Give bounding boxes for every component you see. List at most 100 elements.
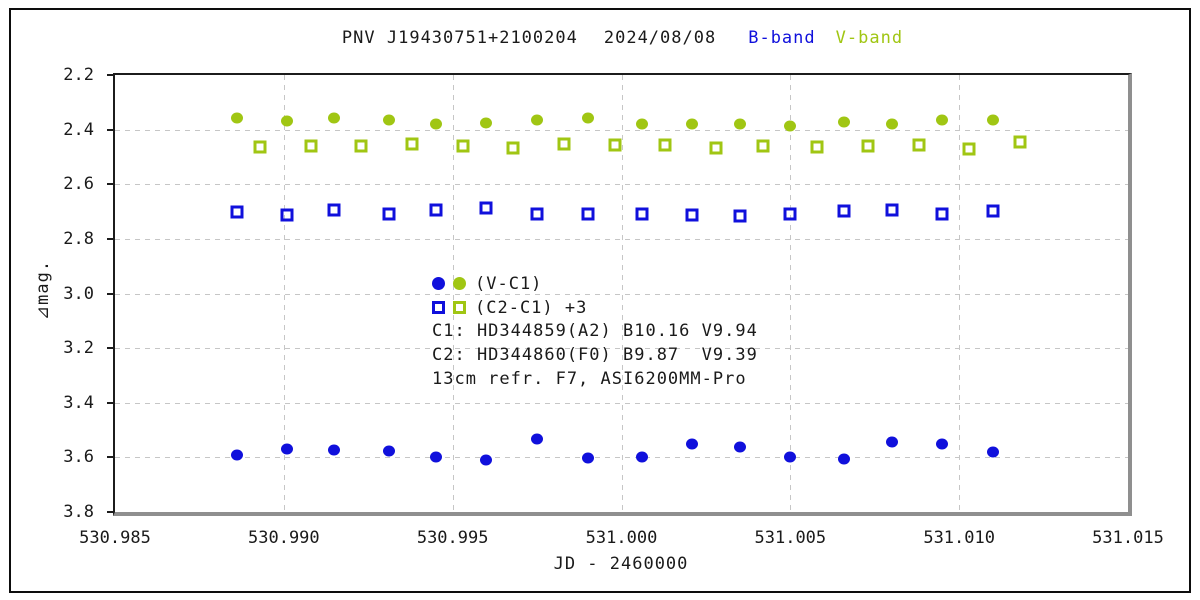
data-point bbox=[480, 117, 493, 129]
data-point bbox=[686, 118, 699, 130]
plot-area bbox=[113, 73, 1132, 516]
data-point bbox=[557, 137, 571, 151]
equipment-info: 13cm refr. F7, ASI6200MM-Pro bbox=[432, 368, 747, 389]
gridline-vertical bbox=[452, 75, 454, 512]
v-band-label: V-band bbox=[835, 28, 904, 48]
y-axis-tick bbox=[107, 401, 114, 404]
data-point bbox=[304, 139, 318, 153]
data-point bbox=[456, 139, 470, 153]
data-point bbox=[861, 139, 875, 153]
data-point bbox=[962, 142, 976, 156]
data-point bbox=[354, 139, 368, 153]
data-point bbox=[1013, 135, 1027, 149]
data-point bbox=[253, 140, 267, 154]
x-tick-label: 531.010 bbox=[923, 528, 995, 548]
data-point bbox=[328, 112, 341, 124]
data-point bbox=[405, 137, 419, 151]
data-point bbox=[281, 115, 294, 127]
y-tick-label: 3.6 bbox=[63, 447, 94, 468]
x-axis-title: JD - 2460000 bbox=[553, 554, 689, 574]
data-point bbox=[784, 451, 797, 463]
data-point bbox=[936, 438, 949, 450]
chart-title: PNV J19430751+2100204 2024/08/08 B-band V-b… bbox=[113, 28, 1132, 48]
x-tick-label: 531.015 bbox=[1092, 528, 1164, 548]
data-point bbox=[986, 204, 1000, 218]
data-point bbox=[935, 207, 949, 221]
y-axis-tick bbox=[107, 183, 114, 186]
legend-label-vc1: (V-C1) bbox=[475, 273, 543, 294]
observation-date: 2024/08/08 bbox=[603, 28, 717, 48]
data-point bbox=[581, 207, 595, 221]
data-point bbox=[784, 120, 797, 132]
data-point bbox=[686, 438, 699, 450]
y-tick-label: 2.8 bbox=[63, 228, 94, 249]
data-point bbox=[912, 138, 926, 152]
data-point bbox=[382, 445, 395, 457]
x-tick-label: 531.005 bbox=[754, 528, 827, 548]
data-point bbox=[838, 116, 851, 128]
comparison-star-1: C1: HD344859(A2) B10.16 V9.94 bbox=[432, 321, 758, 342]
data-point bbox=[230, 449, 243, 461]
figure-border bbox=[9, 8, 1191, 593]
data-point bbox=[635, 451, 648, 463]
data-point bbox=[658, 138, 672, 152]
data-point bbox=[230, 112, 243, 124]
v-band-filled-circle-marker bbox=[453, 277, 466, 291]
legend-row-c2c1: (C2-C1) +3 bbox=[432, 296, 758, 320]
data-point bbox=[429, 203, 443, 217]
y-tick-label: 3.8 bbox=[63, 502, 94, 522]
gridline-vertical bbox=[283, 75, 285, 512]
b-band-label: B-band bbox=[748, 28, 816, 48]
data-point bbox=[783, 207, 797, 221]
data-point bbox=[986, 446, 999, 458]
data-point bbox=[382, 114, 395, 126]
legend-row-vc1: (V-C1) bbox=[432, 272, 758, 296]
b-band-open-square-marker bbox=[432, 301, 445, 315]
data-point bbox=[733, 441, 746, 453]
data-point bbox=[756, 139, 770, 153]
data-point bbox=[382, 207, 395, 221]
data-point bbox=[280, 208, 294, 222]
y-axis-tick bbox=[107, 292, 114, 295]
y-tick-label: 3.0 bbox=[63, 283, 94, 304]
data-point bbox=[530, 207, 544, 221]
y-tick-label: 3.2 bbox=[63, 338, 94, 359]
legend-label-c2c1: (C2-C1) +3 bbox=[475, 297, 588, 318]
data-point bbox=[581, 452, 594, 464]
x-tick-label: 530.990 bbox=[248, 528, 320, 548]
data-point bbox=[327, 203, 341, 217]
data-point bbox=[810, 140, 824, 154]
x-tick-label: 530.985 bbox=[79, 528, 151, 548]
data-point bbox=[429, 451, 442, 463]
b-band-filled-circle-marker bbox=[432, 277, 445, 291]
gridline-vertical bbox=[790, 75, 792, 512]
data-point bbox=[635, 118, 648, 130]
x-tick-label: 530.995 bbox=[416, 528, 489, 548]
v-band-open-square-marker bbox=[453, 301, 466, 315]
data-point bbox=[885, 203, 899, 217]
data-point bbox=[885, 118, 898, 130]
data-point bbox=[838, 453, 851, 465]
data-point bbox=[581, 112, 594, 124]
y-axis-tick bbox=[107, 74, 114, 76]
data-point bbox=[531, 433, 544, 445]
target-name: PNV J19430751+2100204 bbox=[341, 28, 578, 48]
comparison-star-2: C2: HD344860(F0) B9.87 V9.39 bbox=[432, 344, 758, 365]
gridline-vertical bbox=[959, 75, 961, 512]
data-point bbox=[986, 114, 999, 126]
data-point bbox=[608, 138, 622, 152]
data-point bbox=[281, 443, 294, 455]
data-point bbox=[531, 114, 544, 126]
data-point bbox=[733, 118, 746, 130]
y-tick-label: 2.4 bbox=[63, 119, 94, 140]
data-point bbox=[506, 141, 520, 155]
data-point bbox=[480, 454, 493, 466]
data-point bbox=[429, 118, 442, 130]
data-point bbox=[709, 141, 723, 155]
x-tick-label: 531.000 bbox=[585, 528, 658, 548]
data-point bbox=[328, 444, 341, 456]
y-tick-label: 2.6 bbox=[63, 174, 94, 195]
data-point bbox=[230, 205, 244, 219]
data-point bbox=[733, 209, 747, 223]
y-axis-tick bbox=[107, 456, 114, 459]
